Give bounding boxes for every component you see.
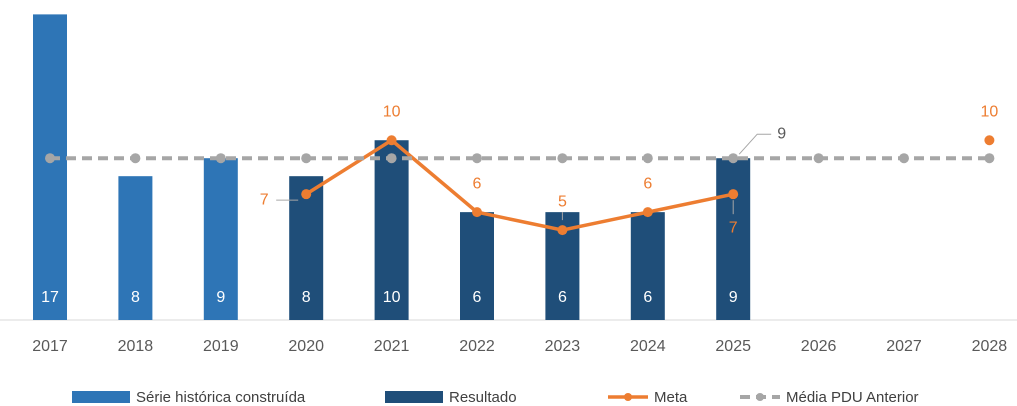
bar-label: 9	[216, 289, 225, 306]
x-tick-label: 2024	[630, 338, 666, 355]
point	[557, 225, 568, 236]
x-tick-label: 2022	[459, 338, 495, 355]
leader-line	[738, 133, 772, 155]
point	[45, 153, 55, 164]
point-label: 10	[383, 103, 401, 120]
x-tick-label: 2026	[801, 338, 837, 355]
bar	[33, 14, 67, 321]
point	[130, 153, 141, 164]
point-label: 10	[981, 103, 999, 120]
x-tick-label: 2027	[886, 338, 922, 355]
point	[984, 153, 995, 164]
point-label: 5	[558, 193, 567, 210]
point	[813, 153, 824, 164]
bar	[460, 212, 494, 320]
bar	[203, 158, 238, 320]
x-tick-label: 2020	[288, 338, 324, 355]
legend-swatch	[385, 391, 443, 403]
point-label: 6	[473, 175, 482, 192]
point	[557, 153, 568, 164]
point-label: 7	[260, 191, 269, 208]
point-label: 6	[643, 175, 652, 192]
point-label: 9	[777, 125, 786, 142]
point	[899, 153, 909, 164]
bar-label: 17	[41, 289, 59, 306]
x-tick-label: 2023	[545, 338, 581, 355]
point	[386, 153, 397, 164]
bar-label: 9	[729, 289, 738, 306]
point-label: 7	[729, 219, 738, 236]
point	[984, 135, 995, 146]
point	[472, 153, 482, 164]
bar-label: 8	[302, 289, 311, 306]
legend-swatch	[756, 393, 764, 401]
point	[301, 189, 312, 200]
bar	[374, 140, 409, 320]
bar-label: 6	[643, 289, 652, 306]
legend-label: Resultado	[449, 389, 517, 406]
x-tick-label: 2025	[715, 338, 751, 355]
x-tick-label: 2018	[118, 338, 154, 355]
point	[728, 189, 739, 200]
bar-label: 8	[131, 289, 140, 306]
legend-label: Série histórica construída	[136, 389, 306, 406]
bar-label: 6	[473, 289, 482, 306]
bar-label: 10	[383, 289, 401, 306]
point	[642, 153, 653, 164]
x-tick-label: 2017	[32, 338, 68, 355]
point	[215, 153, 226, 164]
bar	[630, 212, 665, 320]
bar-label: 6	[558, 289, 567, 306]
point	[642, 207, 653, 218]
x-tick-label: 2019	[203, 338, 239, 355]
legend-label: Média PDU Anterior	[786, 389, 919, 406]
legend-swatch	[624, 393, 632, 401]
legend-label: Meta	[654, 389, 688, 406]
bar	[118, 176, 153, 320]
x-tick-label: 2028	[972, 338, 1008, 355]
point	[728, 153, 739, 164]
point	[301, 153, 312, 164]
bar	[716, 158, 751, 320]
point	[472, 207, 482, 218]
point	[386, 135, 397, 146]
legend-swatch	[72, 391, 130, 403]
line	[305, 138, 734, 232]
x-tick-label: 2021	[374, 338, 410, 355]
